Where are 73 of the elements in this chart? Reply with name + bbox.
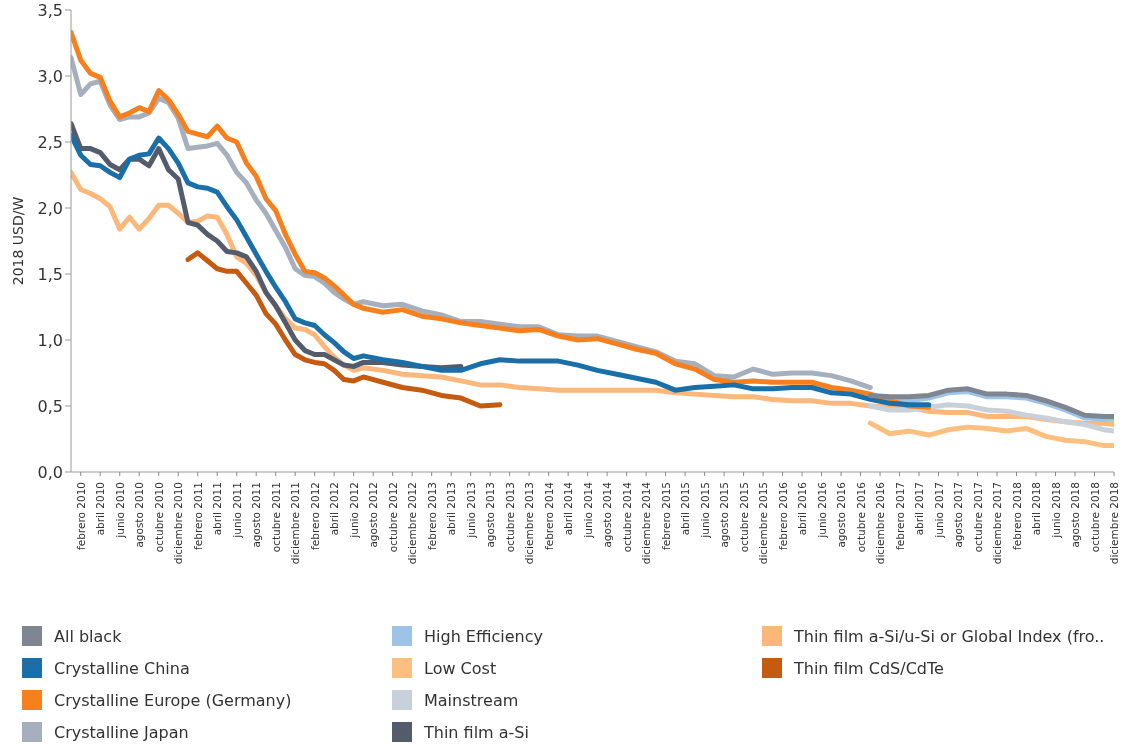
x-tick-label: junio 2017 [932,482,945,539]
y-axis-title: 2018 USD/W [9,196,26,286]
y-tick-label: 2,0 [37,198,63,218]
x-tick-label: diciembre 2017 [991,482,1004,565]
x-tick-label: diciembre 2013 [523,482,536,565]
x-tick-label: junio 2013 [464,482,477,539]
y-tick-label: 0,0 [37,462,63,482]
x-tick-label: diciembre 2010 [172,482,185,565]
y-tick-label: 2,5 [37,132,63,152]
x-tick-label: abril 2016 [796,481,809,536]
x-tick-label: abril 2012 [328,482,341,536]
x-tick-label: diciembre 2015 [757,482,770,565]
x-tick-label: junio 2016 [815,481,828,539]
legend-label: All black [54,626,122,646]
x-tick-label: agosto 2011 [250,482,263,548]
legend-label: Thin film CdS/CdTe [794,658,944,678]
y-tick-label: 1,0 [37,330,63,350]
x-tick-label: abril 2010 [94,482,107,536]
x-tick-label: febrero 2012 [308,482,321,550]
x-tick-label: agosto 2015 [718,482,731,548]
x-tick-label: octubre 2010 [152,482,165,553]
x-tick-label: junio 2015 [698,482,711,539]
x-tick-label: abril 2013 [445,482,458,536]
x-tick-label: abril 2017 [913,482,926,536]
legend-label: Crystalline China [54,658,190,678]
x-tick-label: abril 2018 [1030,482,1043,536]
x-tick-label: octubre 2012 [386,482,399,553]
x-tick-label: octubre 2017 [971,482,984,553]
x-tick-label: agosto 2012 [367,482,380,548]
x-tick-label: febrero 2016 [776,481,789,550]
x-tick-label: agosto 2010 [133,482,146,548]
x-tick-label: diciembre 2014 [640,481,653,565]
x-tick-label: febrero 2018 [1010,482,1023,550]
x-tick-label: abril 2011 [211,482,224,536]
x-tick-label: febrero 2014 [542,481,555,550]
x-tick-label: octubre 2015 [737,482,750,553]
x-tick-label: junio 2010 [113,482,126,539]
x-tick-label: octubre 2018 [1088,482,1101,553]
x-tick-label: febrero 2011 [191,482,204,550]
x-tick-label: junio 2014 [581,481,594,539]
legend-label: Thin film a-Si/u-Si or Global Index (fro.. [794,626,1105,646]
legend-label: Crystalline Europe (Germany) [54,690,292,710]
x-tick-label: agosto 2016 [835,481,848,548]
x-tick-label: junio 2018 [1049,482,1062,539]
legend-label: High Efficiency [424,626,543,646]
x-tick-label: octubre 2011 [269,482,282,553]
y-tick-label: 3,5 [37,0,63,20]
y-tick-label: 3,0 [37,66,63,86]
x-tick-label: agosto 2013 [484,482,497,548]
x-tick-label: octubre 2014 [620,481,633,553]
legend-label: Thin film a-Si [424,722,529,742]
legend-label: Crystalline Japan [54,722,189,742]
x-tick-label: febrero 2017 [893,482,906,550]
x-tick-label: diciembre 2018 [1108,482,1120,565]
x-tick-label: agosto 2017 [952,482,965,548]
x-tick-label: diciembre 2012 [406,482,419,565]
x-tick-label: febrero 2013 [425,482,438,550]
x-tick-label: junio 2012 [347,482,360,539]
x-tick-label: diciembre 2011 [289,482,302,565]
x-tick-label: abril 2014 [562,481,575,536]
x-tick-label: abril 2015 [679,482,692,536]
x-tick-label: agosto 2014 [601,481,614,548]
legend-label: Low Cost [424,658,497,678]
x-tick-label: junio 2011 [230,482,243,539]
legend-label: Mainstream [424,690,519,710]
x-tick-label: octubre 2016 [854,481,867,553]
y-tick-label: 0,5 [37,396,63,416]
x-tick-label: diciembre 2016 [874,481,887,565]
x-tick-label: octubre 2013 [503,482,516,553]
x-tick-label: febrero 2010 [74,482,87,550]
x-tick-label: agosto 2018 [1069,482,1082,548]
x-tick-label: febrero 2015 [659,482,672,550]
y-tick-label: 1,5 [37,264,63,284]
